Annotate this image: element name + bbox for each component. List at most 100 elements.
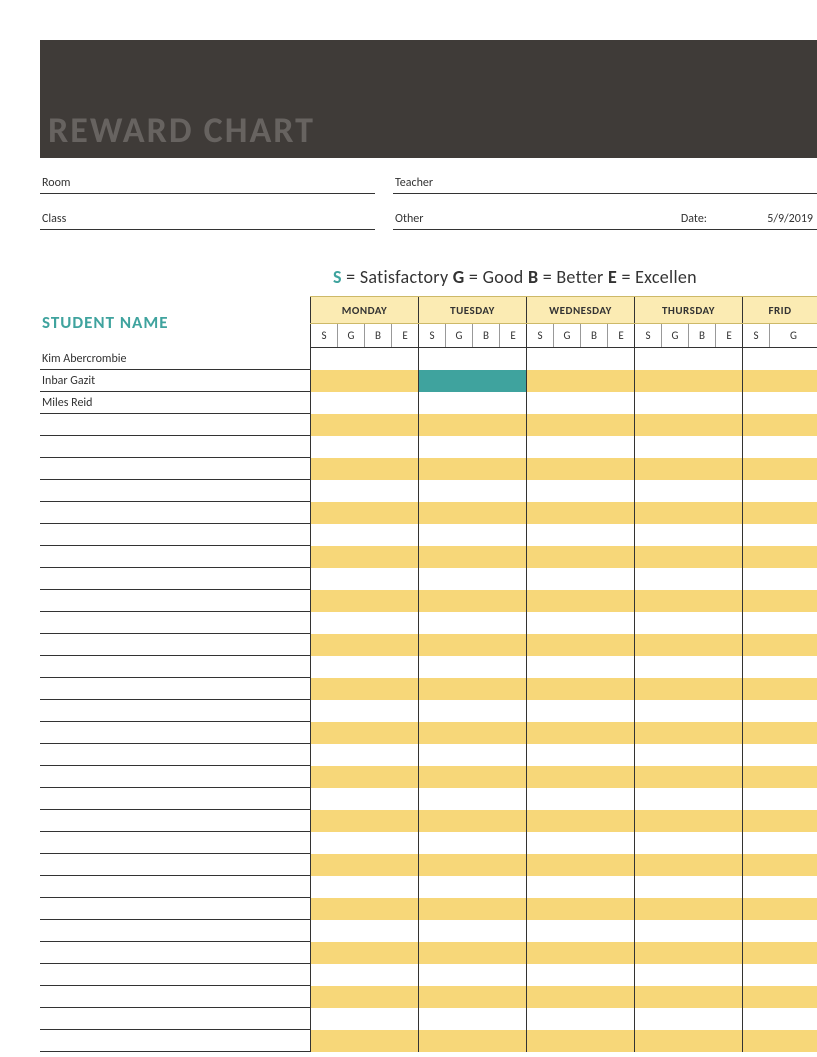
grid-cell[interactable] (715, 392, 742, 414)
grid-cell[interactable] (715, 502, 742, 524)
grid-cell[interactable] (472, 788, 499, 810)
grid-cell[interactable] (337, 546, 364, 568)
grid-cell[interactable] (337, 832, 364, 854)
grid-cell[interactable] (499, 590, 526, 612)
grid-cell[interactable] (391, 546, 418, 568)
student-name-cell[interactable] (40, 898, 310, 920)
student-name-cell[interactable] (40, 964, 310, 986)
grid-cell[interactable] (661, 370, 688, 392)
grid-cell[interactable] (769, 700, 817, 722)
grid-cell[interactable] (769, 920, 817, 942)
grid-cell[interactable] (553, 854, 580, 876)
grid-cell[interactable] (337, 634, 364, 656)
grid-cell[interactable] (526, 436, 553, 458)
grid-cell[interactable] (391, 744, 418, 766)
grid-cell[interactable] (445, 942, 472, 964)
grid-cell[interactable] (445, 678, 472, 700)
grid-cell[interactable] (580, 678, 607, 700)
grid-cell[interactable] (364, 876, 391, 898)
grid-cell[interactable] (472, 810, 499, 832)
grid-cell[interactable] (634, 1008, 661, 1030)
grid-cell[interactable] (607, 876, 634, 898)
grid-cell[interactable] (580, 766, 607, 788)
grid-cell[interactable] (445, 524, 472, 546)
grid-cell[interactable] (472, 898, 499, 920)
grid-cell[interactable] (715, 568, 742, 590)
grid-cell[interactable] (715, 964, 742, 986)
grid-cell[interactable] (445, 436, 472, 458)
grid-cell[interactable] (607, 524, 634, 546)
grid-cell[interactable] (364, 392, 391, 414)
grid-cell[interactable] (310, 788, 337, 810)
grid-cell[interactable] (688, 854, 715, 876)
grid-cell[interactable] (580, 612, 607, 634)
grid-cell[interactable] (472, 392, 499, 414)
grid-cell[interactable] (310, 348, 337, 370)
grid-cell[interactable] (391, 1008, 418, 1030)
grid-cell[interactable] (310, 832, 337, 854)
grid-cell[interactable] (418, 876, 445, 898)
grid-cell[interactable] (715, 854, 742, 876)
grid-cell[interactable] (499, 898, 526, 920)
grid-cell[interactable] (499, 348, 526, 370)
grid-cell[interactable] (337, 656, 364, 678)
grid-cell[interactable] (769, 788, 817, 810)
grid-cell[interactable] (310, 1030, 337, 1052)
grid-cell[interactable] (580, 590, 607, 612)
grid-cell[interactable] (526, 964, 553, 986)
grid-cell[interactable] (634, 876, 661, 898)
grid-cell[interactable] (418, 920, 445, 942)
grid-cell[interactable] (742, 744, 769, 766)
grid-cell[interactable] (607, 898, 634, 920)
student-name-cell[interactable] (40, 744, 310, 766)
grid-cell[interactable] (418, 392, 445, 414)
grid-cell[interactable] (472, 678, 499, 700)
grid-cell[interactable] (607, 502, 634, 524)
grid-cell[interactable] (526, 920, 553, 942)
grid-cell[interactable] (553, 612, 580, 634)
grid-cell[interactable] (553, 634, 580, 656)
grid-cell[interactable] (553, 370, 580, 392)
grid-cell[interactable] (418, 480, 445, 502)
grid-cell[interactable] (418, 1030, 445, 1052)
grid-cell[interactable] (661, 436, 688, 458)
grid-cell[interactable] (715, 1030, 742, 1052)
grid-cell[interactable] (634, 458, 661, 480)
grid-cell[interactable] (553, 722, 580, 744)
student-name-cell[interactable] (40, 788, 310, 810)
grid-cell[interactable] (391, 612, 418, 634)
student-name-cell[interactable] (40, 766, 310, 788)
grid-cell[interactable] (634, 612, 661, 634)
student-name-cell[interactable] (40, 832, 310, 854)
grid-cell[interactable] (688, 986, 715, 1008)
grid-cell[interactable] (472, 414, 499, 436)
grid-cell[interactable] (661, 414, 688, 436)
grid-cell[interactable] (769, 480, 817, 502)
grid-cell[interactable] (445, 502, 472, 524)
grid-cell[interactable] (391, 810, 418, 832)
grid-cell[interactable] (445, 392, 472, 414)
grid-cell[interactable] (769, 810, 817, 832)
grid-cell[interactable] (526, 546, 553, 568)
grid-cell[interactable] (499, 502, 526, 524)
grid-cell[interactable] (499, 546, 526, 568)
grid-cell[interactable] (607, 436, 634, 458)
grid-cell[interactable] (337, 502, 364, 524)
grid-cell[interactable] (310, 590, 337, 612)
grid-cell[interactable] (742, 986, 769, 1008)
grid-cell[interactable] (742, 370, 769, 392)
grid-cell[interactable] (418, 744, 445, 766)
grid-cell[interactable] (364, 502, 391, 524)
grid-cell[interactable] (418, 436, 445, 458)
grid-cell[interactable] (742, 1008, 769, 1030)
grid-cell[interactable] (499, 766, 526, 788)
grid-cell[interactable] (661, 480, 688, 502)
grid-cell[interactable] (526, 942, 553, 964)
grid-cell[interactable] (445, 370, 472, 392)
grid-cell[interactable] (688, 612, 715, 634)
grid-cell[interactable] (715, 436, 742, 458)
grid-cell[interactable] (499, 876, 526, 898)
grid-cell[interactable] (499, 920, 526, 942)
grid-cell[interactable] (742, 656, 769, 678)
grid-cell[interactable] (688, 524, 715, 546)
